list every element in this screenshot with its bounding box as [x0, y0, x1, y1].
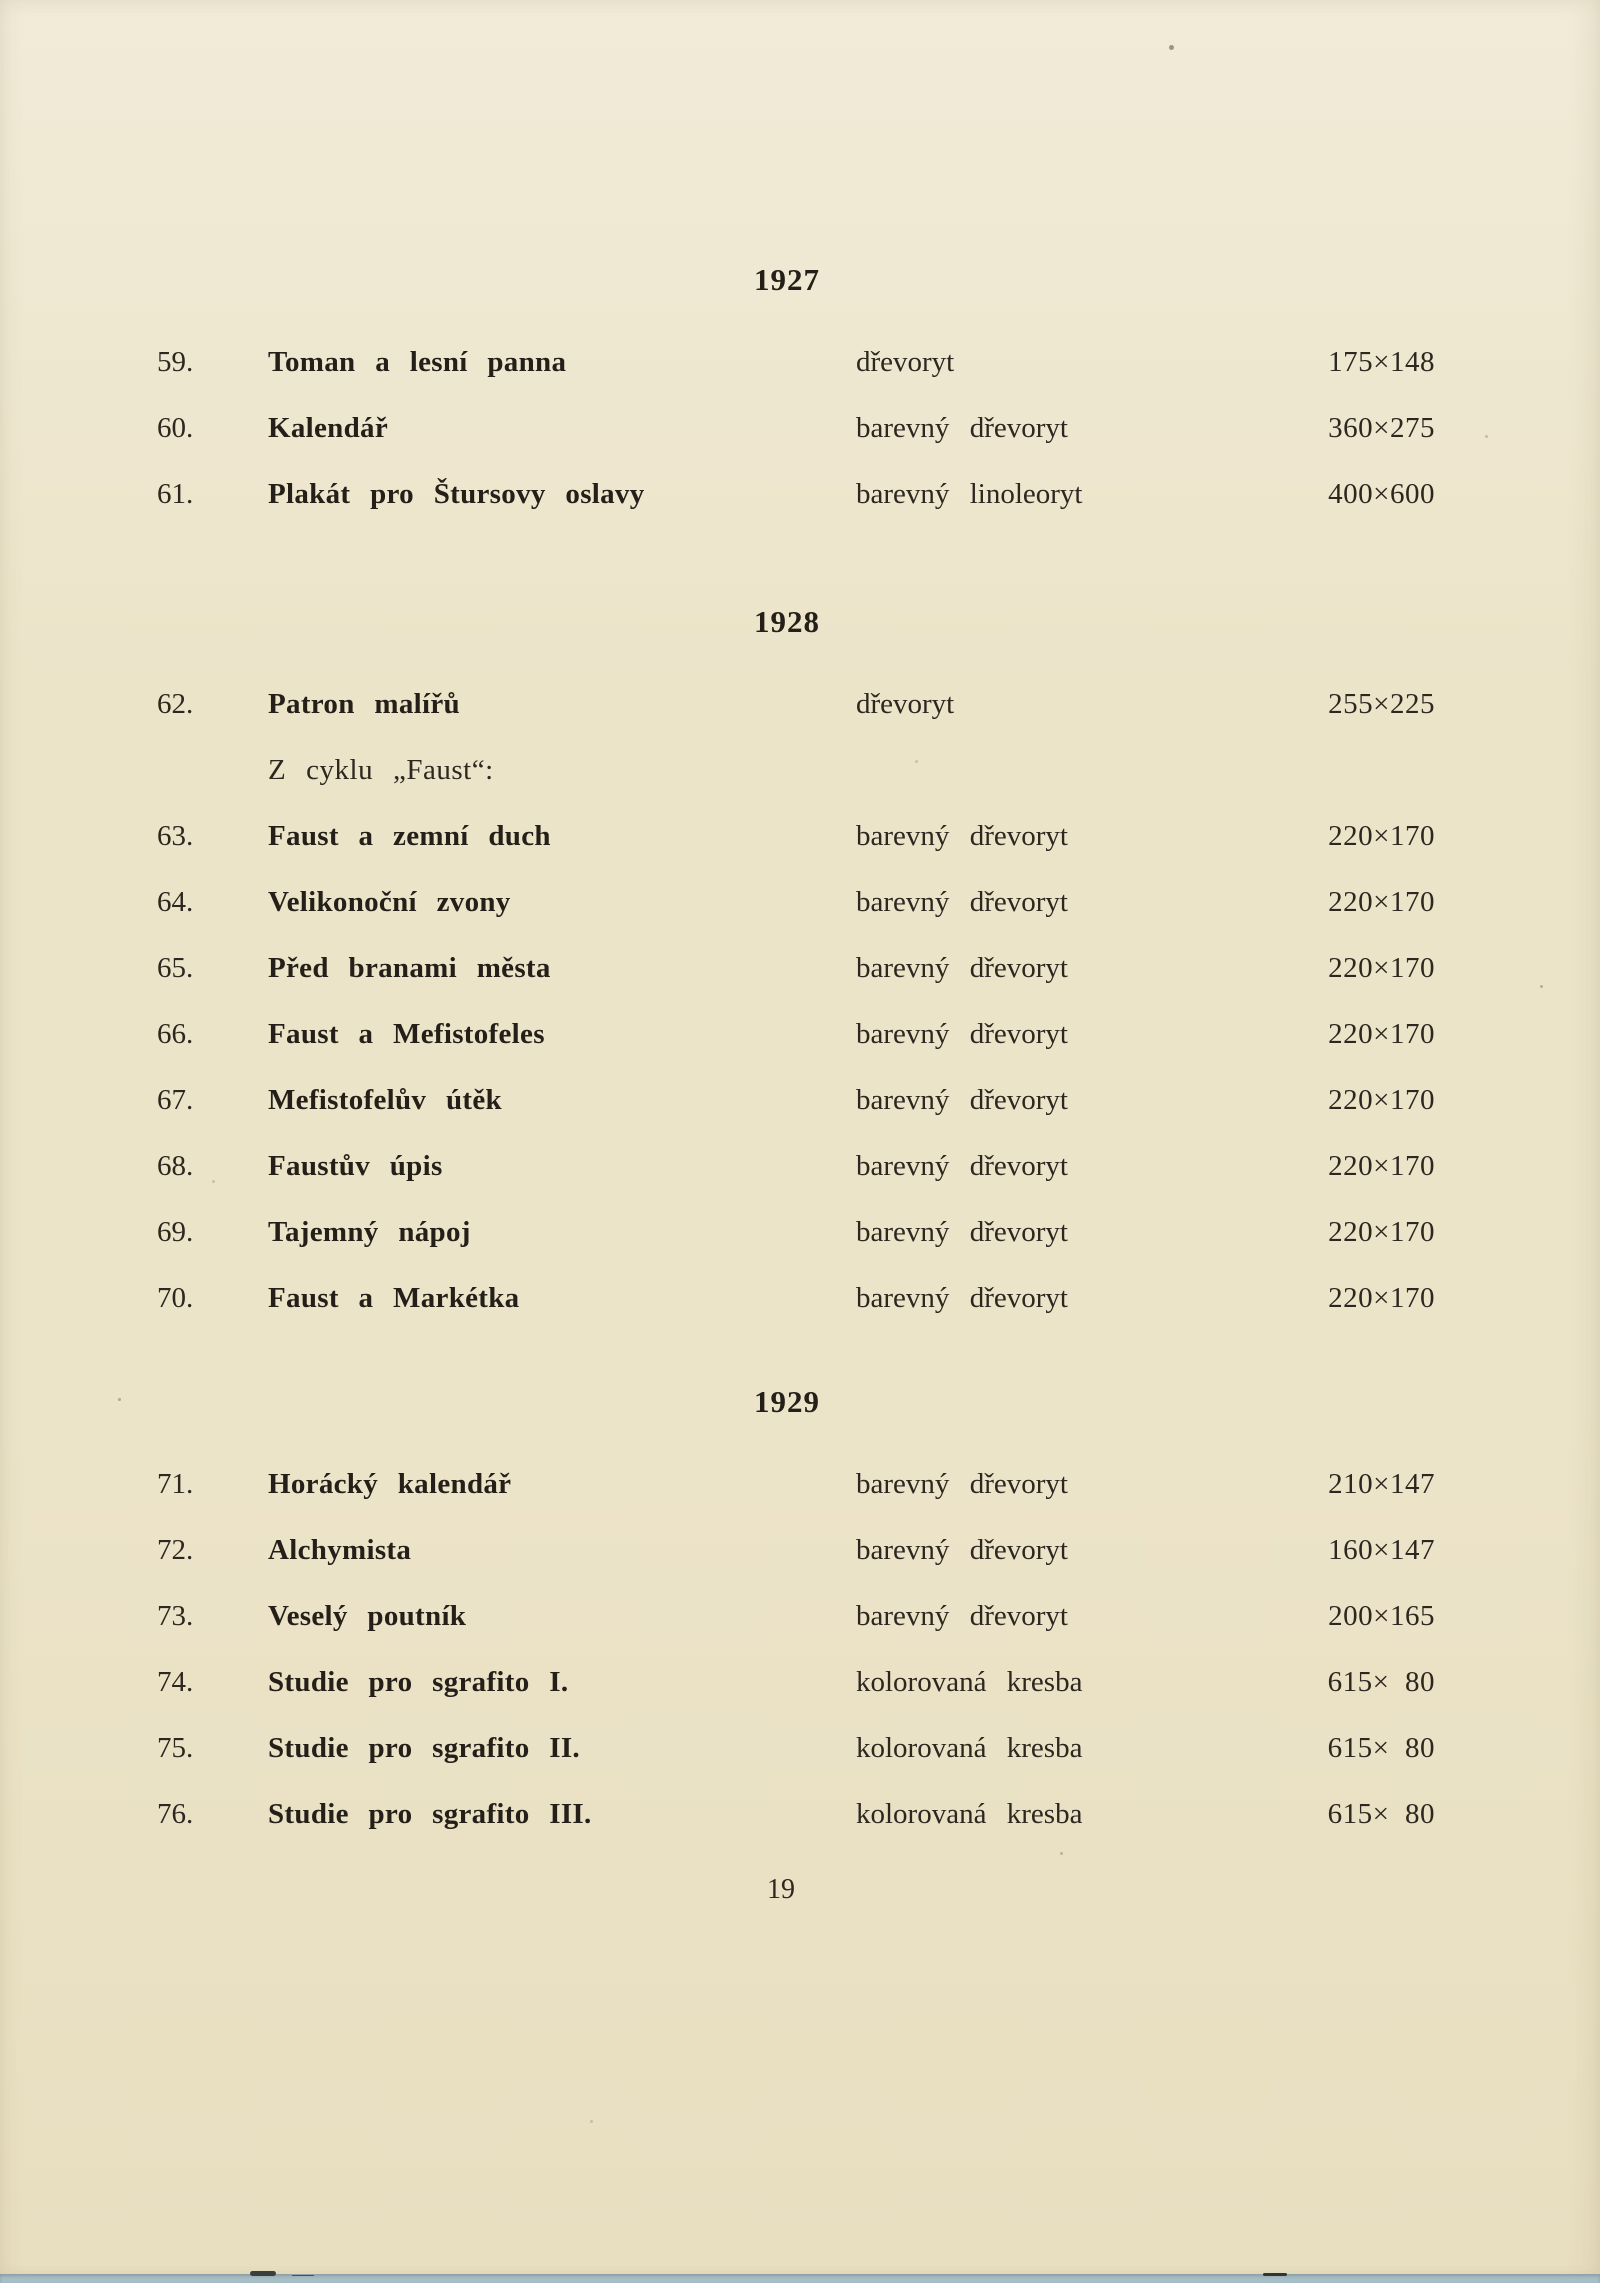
item-title: Toman a lesní panna	[268, 346, 567, 378]
catalog-row: 74. Studie pro sgrafito I. kolorovaná kr…	[0, 1664, 1600, 1700]
item-title: Faust a Mefistofeles	[268, 1018, 545, 1050]
item-technique: dřevoryt	[856, 346, 955, 378]
catalog-row: 62. Patron malířů dřevoryt 255×225	[0, 686, 1600, 722]
year-heading-1929: 1929	[754, 1384, 820, 1419]
item-title: Studie pro sgrafito I.	[268, 1666, 569, 1698]
item-technique: barevný dřevoryt	[856, 1084, 1068, 1116]
catalog-row: 59. Toman a lesní panna dřevoryt 175×148	[0, 344, 1600, 380]
item-number: 70.	[157, 1282, 194, 1314]
item-number: 66.	[157, 1018, 194, 1050]
catalog-row: 70. Faust a Markétka barevný dřevoryt 22…	[0, 1280, 1600, 1316]
item-title: Před branami města	[268, 952, 551, 984]
item-technique: barevný dřevoryt	[856, 412, 1068, 444]
item-number: 67.	[157, 1084, 194, 1116]
item-number: 69.	[157, 1216, 194, 1248]
item-number: 64.	[157, 886, 194, 918]
item-title: Faustův úpis	[268, 1150, 443, 1182]
item-number: 76.	[157, 1798, 194, 1830]
item-number: 60.	[157, 412, 194, 444]
item-number: 72.	[157, 1534, 194, 1566]
item-technique: kolorovaná kresba	[856, 1666, 1083, 1698]
item-size: 220×170	[1328, 1018, 1435, 1050]
item-number: 71.	[157, 1468, 194, 1500]
cycle-note: Z cyklu „Faust“:	[268, 754, 494, 786]
item-size: 220×170	[1328, 1150, 1435, 1182]
catalog-row: 73. Veselý poutník barevný dřevoryt 200×…	[0, 1598, 1600, 1634]
item-title: Horácký kalendář	[268, 1468, 512, 1500]
catalog-row: 61. Plakát pro Štursovy oslavy barevný l…	[0, 476, 1600, 512]
item-number: 74.	[157, 1666, 194, 1698]
item-size: 175×148	[1328, 346, 1435, 378]
item-number: 75.	[157, 1732, 194, 1764]
catalog-row: 71. Horácký kalendář barevný dřevoryt 21…	[0, 1466, 1600, 1502]
item-size: 200×165	[1328, 1600, 1435, 1632]
item-size: 220×170	[1328, 820, 1435, 852]
item-title: Alchymista	[268, 1534, 412, 1566]
item-title: Veselý poutník	[268, 1600, 467, 1632]
cycle-note-row: Z cyklu „Faust“:	[0, 752, 1600, 788]
item-technique: barevný dřevoryt	[856, 1468, 1068, 1500]
item-title: Mefistofelův útěk	[268, 1084, 502, 1116]
catalog-row: 67. Mefistofelův útěk barevný dřevoryt 2…	[0, 1082, 1600, 1118]
catalog-row: 75. Studie pro sgrafito II. kolorovaná k…	[0, 1730, 1600, 1766]
item-title: Studie pro sgrafito II.	[268, 1732, 580, 1764]
item-title: Faust a zemní duch	[268, 820, 551, 852]
catalog-row: 72. Alchymista barevný dřevoryt 160×147	[0, 1532, 1600, 1568]
item-size: 220×170	[1328, 952, 1435, 984]
scan-bottom-edge	[0, 2271, 1600, 2283]
item-technique: barevný dřevoryt	[856, 1018, 1068, 1050]
item-number: 65.	[157, 952, 194, 984]
item-number: 59.	[157, 346, 194, 378]
item-size: 220×170	[1328, 886, 1435, 918]
item-size: 210×147	[1328, 1468, 1435, 1500]
year-heading-1928: 1928	[754, 604, 820, 639]
item-title: Studie pro sgrafito III.	[268, 1798, 592, 1830]
year-heading-1927: 1927	[754, 262, 820, 297]
catalog-row: 63. Faust a zemní duch barevný dřevoryt …	[0, 818, 1600, 854]
item-technique: kolorovaná kresba	[856, 1732, 1083, 1764]
item-technique: barevný dřevoryt	[856, 952, 1068, 984]
item-number: 73.	[157, 1600, 194, 1632]
item-technique: barevný dřevoryt	[856, 1216, 1068, 1248]
paper-specks	[0, 0, 3, 3]
item-size: 220×170	[1328, 1084, 1435, 1116]
item-title: Patron malířů	[268, 688, 460, 720]
item-technique: kolorovaná kresba	[856, 1798, 1083, 1830]
catalog-row: 69. Tajemný nápoj barevný dřevoryt 220×1…	[0, 1214, 1600, 1250]
item-size: 255×225	[1328, 688, 1435, 720]
item-size: 220×170	[1328, 1282, 1435, 1314]
item-size: 615× 80	[1327, 1666, 1435, 1698]
catalog-row: 76. Studie pro sgrafito III. kolorovaná …	[0, 1796, 1600, 1832]
item-title: Faust a Markétka	[268, 1282, 520, 1314]
item-title: Velikonoční zvony	[268, 886, 511, 918]
catalog-row: 68. Faustův úpis barevný dřevoryt 220×17…	[0, 1148, 1600, 1184]
item-title: Tajemný nápoj	[268, 1216, 471, 1248]
item-title: Plakát pro Štursovy oslavy	[268, 478, 645, 510]
item-technique: barevný dřevoryt	[856, 886, 1068, 918]
item-size: 615× 80	[1327, 1732, 1435, 1764]
item-number: 68.	[157, 1150, 194, 1182]
item-title: Kalendář	[268, 412, 389, 444]
item-technique: barevný dřevoryt	[856, 1534, 1068, 1566]
item-size: 220×170	[1328, 1216, 1435, 1248]
item-size: 360×275	[1328, 412, 1435, 444]
catalog-row: 64. Velikonoční zvony barevný dřevoryt 2…	[0, 884, 1600, 920]
item-technique: barevný dřevoryt	[856, 1150, 1068, 1182]
item-size: 400×600	[1328, 478, 1435, 510]
item-size: 160×147	[1328, 1534, 1435, 1566]
item-technique: barevný dřevoryt	[856, 1282, 1068, 1314]
item-technique: barevný linoleoryt	[856, 478, 1083, 510]
item-technique: barevný dřevoryt	[856, 820, 1068, 852]
catalog-row: 65. Před branami města barevný dřevoryt …	[0, 950, 1600, 986]
item-technique: dřevoryt	[856, 688, 955, 720]
item-size: 615× 80	[1327, 1798, 1435, 1830]
catalog-row: 66. Faust a Mefistofeles barevný dřevory…	[0, 1016, 1600, 1052]
catalog-row: 60. Kalendář barevný dřevoryt 360×275	[0, 410, 1600, 446]
item-number: 62.	[157, 688, 194, 720]
item-technique: barevný dřevoryt	[856, 1600, 1068, 1632]
page-number: 19	[767, 1874, 795, 1905]
item-number: 63.	[157, 820, 194, 852]
item-number: 61.	[157, 478, 194, 510]
